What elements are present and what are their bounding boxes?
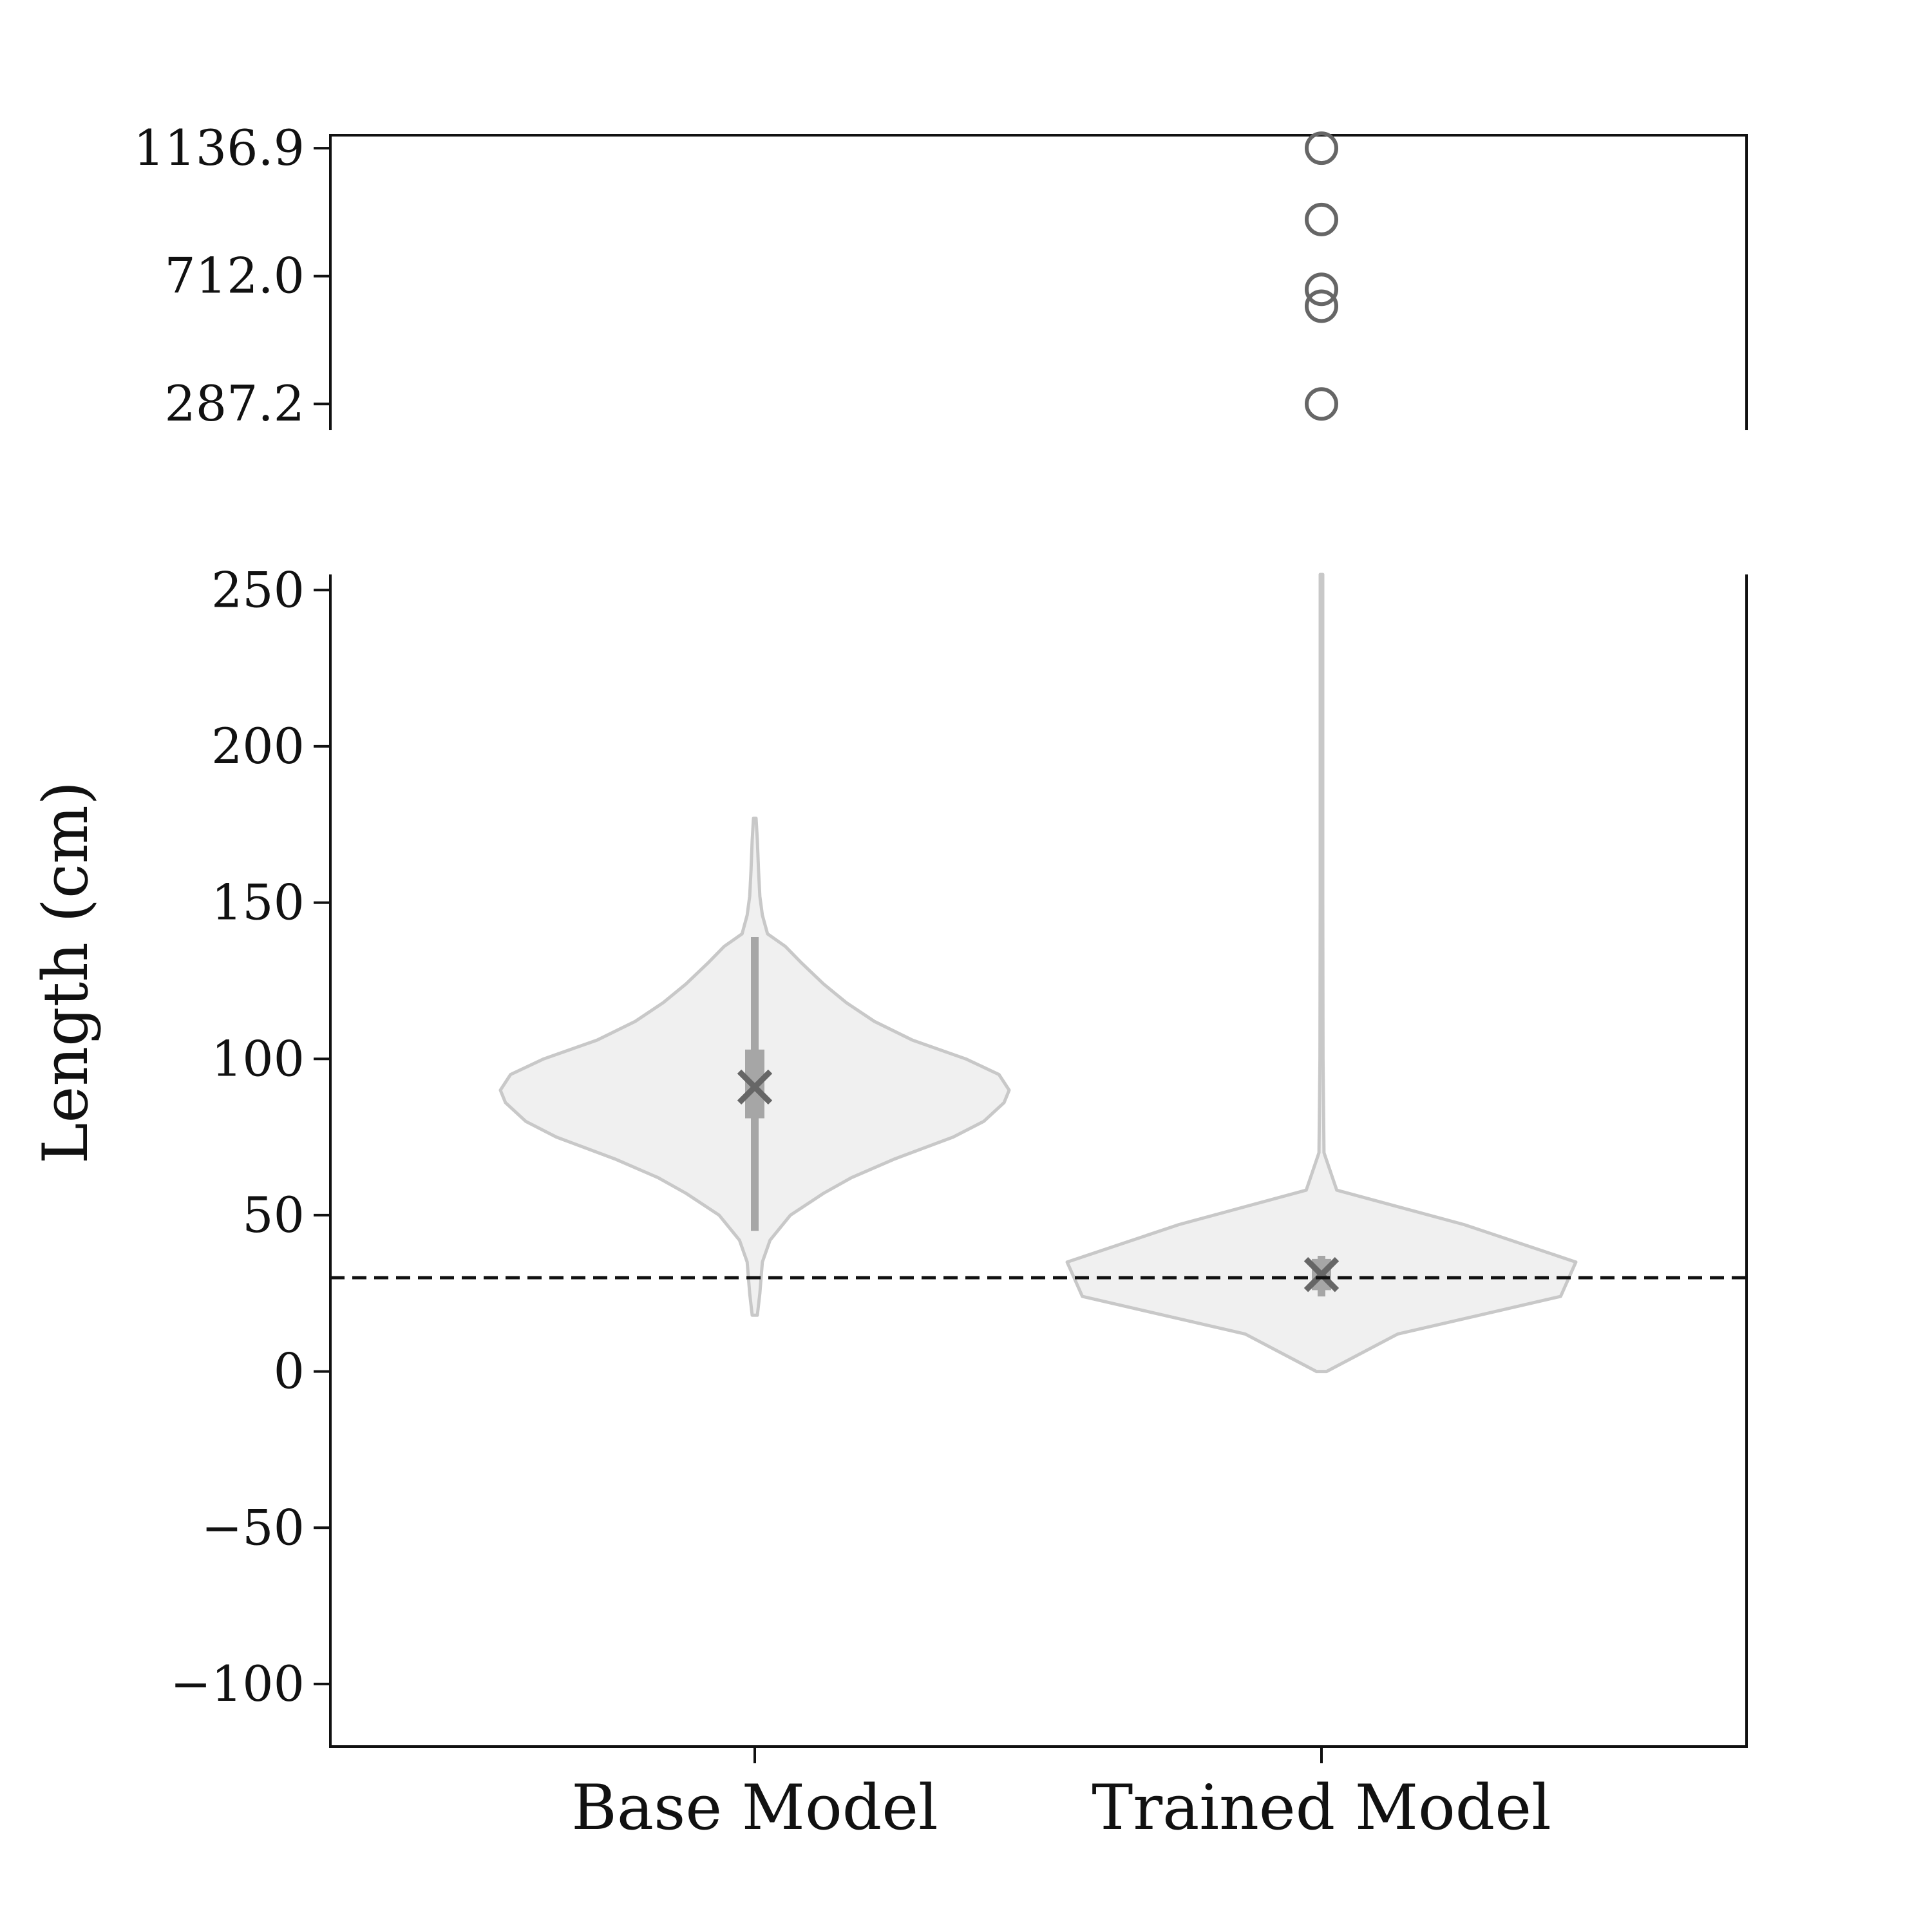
mean-marker-0 <box>737 1069 773 1105</box>
x-tick-label-base-model: Base Model <box>571 1772 938 1844</box>
violin-body-1 <box>1065 573 1578 1374</box>
outlier-point <box>1305 131 1338 166</box>
lower-y-tick-label: 250 <box>211 561 305 618</box>
outlier-point <box>1305 202 1338 236</box>
outlier-point <box>1305 289 1338 323</box>
lower-y-tick-label: 150 <box>211 874 305 931</box>
lower-y-tick-label: −100 <box>170 1655 305 1712</box>
lower-y-tick-label: 50 <box>242 1186 305 1244</box>
lower-y-tick-label: 100 <box>211 1030 305 1087</box>
lower-y-tick-label: 200 <box>211 717 305 775</box>
y-axis-title: Length (cm) <box>30 781 102 1164</box>
outlier-point <box>1305 387 1338 421</box>
upper-panel: 287.2 712.0 1136.9 <box>133 119 1748 432</box>
x-tick-label-trained-model: Trained Model <box>1092 1772 1551 1844</box>
upper-y-tick-label: 287.2 <box>164 375 305 432</box>
lower-y-tick-label: 0 <box>274 1343 305 1400</box>
mean-marker-1 <box>1303 1256 1340 1293</box>
upper-y-tick-label: 1136.9 <box>133 119 305 176</box>
upper-y-tick-label: 712.0 <box>164 247 305 305</box>
outlier-point <box>1305 272 1338 307</box>
lower-y-tick-label: −50 <box>202 1499 305 1556</box>
x-axis: Base Model Trained Model <box>571 1772 1551 1844</box>
lower-panel: −100 −50 0 50 100 150 200 250 <box>170 561 1748 1763</box>
